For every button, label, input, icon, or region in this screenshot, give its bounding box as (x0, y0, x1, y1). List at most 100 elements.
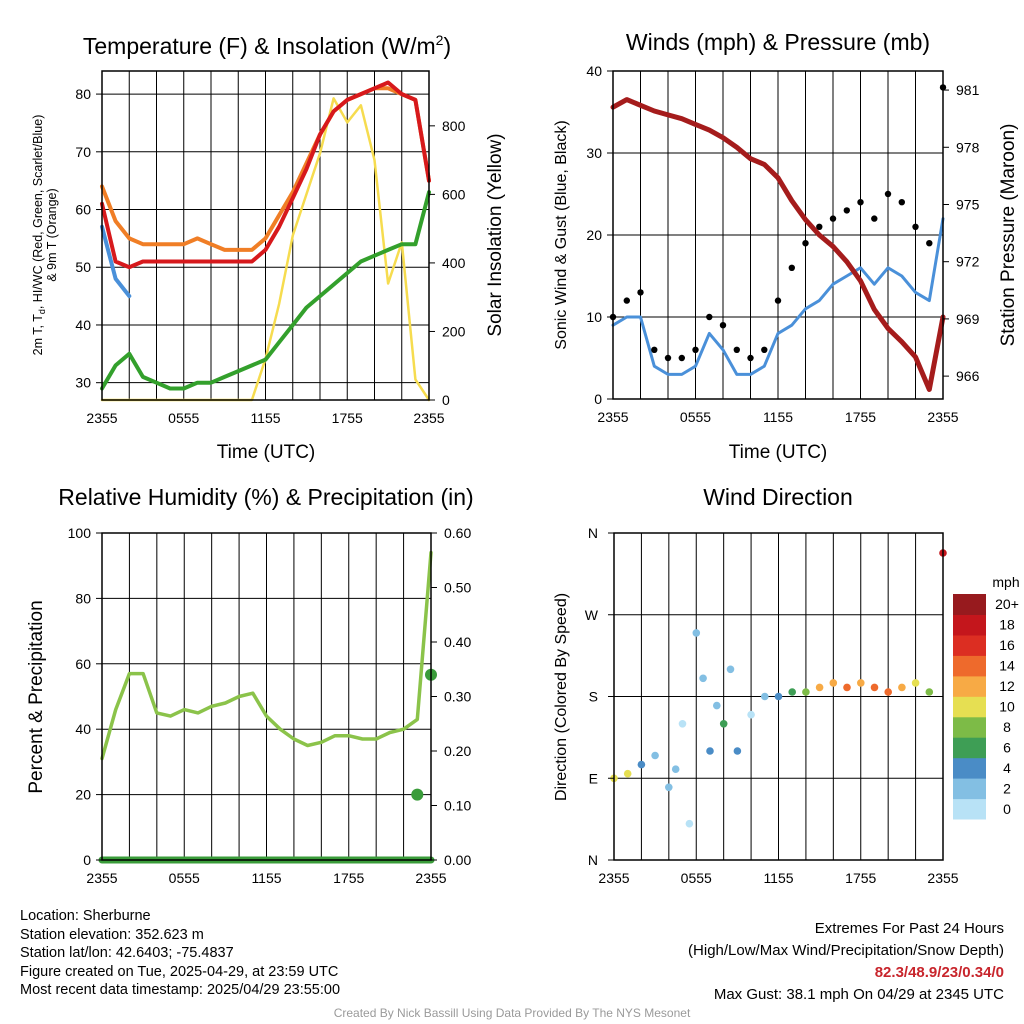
gust-point (761, 346, 768, 353)
temperature-ytick-label-right: 400 (442, 255, 466, 271)
dewpoint-line (100, 190, 431, 391)
precip-point (411, 788, 424, 801)
station-info: Location: Sherburne Station elevation: 3… (20, 907, 340, 1000)
direction-panel: Wind Direction 2355 0555 1155 1755 2355 N E S W… (553, 484, 1020, 886)
gust-point (926, 240, 933, 247)
humidity-ytick-label-right: 0.00 (444, 852, 471, 868)
colorbar-swatch (953, 594, 986, 615)
direction-point (829, 679, 838, 687)
humidity-ytick-label-right: 0.40 (444, 634, 471, 650)
gust-point (871, 215, 878, 222)
winds-ytick-label-right: 975 (956, 196, 980, 212)
direction-xtick-label: 2355 (598, 870, 629, 886)
humidity-ytick-label-left: 20 (75, 787, 91, 803)
gust-point (719, 322, 727, 329)
direction-point (925, 688, 934, 696)
humidity-xtick-label: 1755 (333, 870, 364, 886)
humidity-ylabel-left: Percent & Precipitation (26, 600, 47, 793)
gust-point (664, 354, 672, 362)
winds-ytick-label-left: 20 (586, 227, 602, 243)
direction-xtick-label: 0555 (681, 870, 712, 886)
colorbar-label: 14 (999, 658, 1015, 674)
direction-point (685, 819, 694, 828)
winds-ytick-label-left: 10 (586, 309, 602, 325)
temperature-ytick-label-left: 30 (75, 375, 91, 391)
direction-ytick-label-left: E (589, 770, 598, 786)
humidity-xtick-label: 2355 (86, 870, 117, 886)
colorbar-label: 10 (999, 699, 1015, 715)
temperature-ytick-label-left: 60 (75, 202, 91, 218)
winds-ylabel-left: Sonic Wind & Gust (Blue, Black) (553, 120, 570, 349)
gust-point (623, 297, 630, 304)
colorbar-label: 12 (999, 678, 1015, 694)
temperature-ylabel-left: 2m T, Td, HI/WC (Red, Green, Scarlet/Blu… (31, 115, 47, 356)
gust-point (733, 346, 740, 353)
gust-point (678, 354, 685, 362)
rh-line (100, 550, 433, 761)
colorbar-swatch (953, 675, 986, 697)
humidity-xtick-label: 2355 (415, 870, 446, 886)
colorbar-swatch (953, 696, 986, 718)
temperature-plot-frame (101, 70, 430, 401)
direction-point (671, 765, 680, 773)
direction-title: Wind Direction (703, 484, 853, 510)
colorbar-title: mph (992, 574, 1019, 590)
humidity-ytick-label-right: 0.50 (444, 580, 471, 596)
humidity-ytick-label-right: 0.10 (444, 798, 471, 814)
gust-point (912, 223, 919, 230)
direction-point (699, 674, 707, 683)
direction-point (898, 683, 906, 692)
temperature-ytick-label-right: 800 (442, 118, 466, 134)
humidity-xtick-label: 0555 (169, 870, 200, 886)
direction-point (706, 747, 714, 755)
gust-point (706, 313, 713, 321)
temperature-ylabel-right: Solar Insolation (Yellow) (485, 133, 506, 336)
direction-point (719, 720, 728, 728)
temperature-xtick-label: 2355 (86, 410, 117, 426)
winds-panel: Winds (mph) & Pressure (mb) 2355 0555 1155… (553, 29, 1019, 463)
gust-point (816, 223, 823, 230)
winds-xlabel: Time (UTC) (729, 442, 828, 463)
colorbar-swatch (953, 778, 986, 800)
direction-point (788, 688, 796, 696)
temperature-ytick-label-left: 80 (75, 86, 91, 102)
station-location: Location: Sherburne (20, 908, 151, 924)
sonic-wind-line (611, 217, 945, 376)
winds-xtick-label: 1755 (845, 409, 876, 425)
temperature-ytick-label-right: 200 (442, 323, 466, 339)
direction-point (870, 683, 879, 692)
gust-point (774, 297, 782, 304)
pressure-line (610, 97, 946, 392)
direction-ytick-label-left: N (588, 525, 598, 541)
colorbar-label: 16 (999, 637, 1015, 653)
colorbar-swatch (953, 716, 986, 738)
winds-ytick-label-right: 966 (956, 368, 980, 384)
recent-timestamp: Most recent data timestamp: 2025/04/29 2… (20, 982, 341, 998)
colorbar-label: 6 (1003, 739, 1011, 755)
direction-point (713, 701, 721, 710)
station-latlon: Station lat/lon: 42.6403; -75.4837 (20, 945, 234, 961)
temperature-ytick-label-right: 0 (442, 392, 450, 408)
temperature-title: Temperature (F) & Insolation (W/m2) (83, 32, 451, 59)
colorbar-swatch (953, 798, 986, 820)
colorbar-label: 20+ (995, 596, 1019, 612)
speed-colorbar: 0 2 4 6 8 10 12 14 16 18 20+ (953, 594, 1019, 820)
gust-point (637, 289, 644, 296)
humidity-ytick-label-right: 0.30 (444, 689, 471, 705)
colorbar-swatch (953, 757, 986, 779)
gust-point (747, 354, 754, 362)
humidity-xtick-label: 1155 (251, 870, 281, 886)
winds-ytick-label-right: 969 (956, 311, 980, 327)
extremes-subtitle: (High/Low/Max Wind/Precipitation/Snow De… (688, 942, 1004, 959)
direction-xtick-label: 1755 (845, 870, 876, 886)
figure-created: Figure created on Tue, 2025-04-29, at 23… (20, 963, 339, 980)
direction-xtick-label: 2355 (927, 870, 958, 886)
station-elevation: Station elevation: 352.623 m (20, 926, 204, 943)
gust-point (884, 190, 892, 198)
temperature-ytick-label-left: 70 (75, 144, 91, 160)
temperature-panel: Temperature (F) & Insolation (W/m2) 2355… (31, 32, 506, 463)
temperature-ytick-label-right: 600 (442, 186, 466, 202)
extremes-values: 82.3/48.9/23/0.34/0 (874, 964, 1004, 981)
winds-ytick-label-left: 30 (586, 145, 602, 161)
humidity-ytick-label-left: 60 (75, 656, 91, 672)
